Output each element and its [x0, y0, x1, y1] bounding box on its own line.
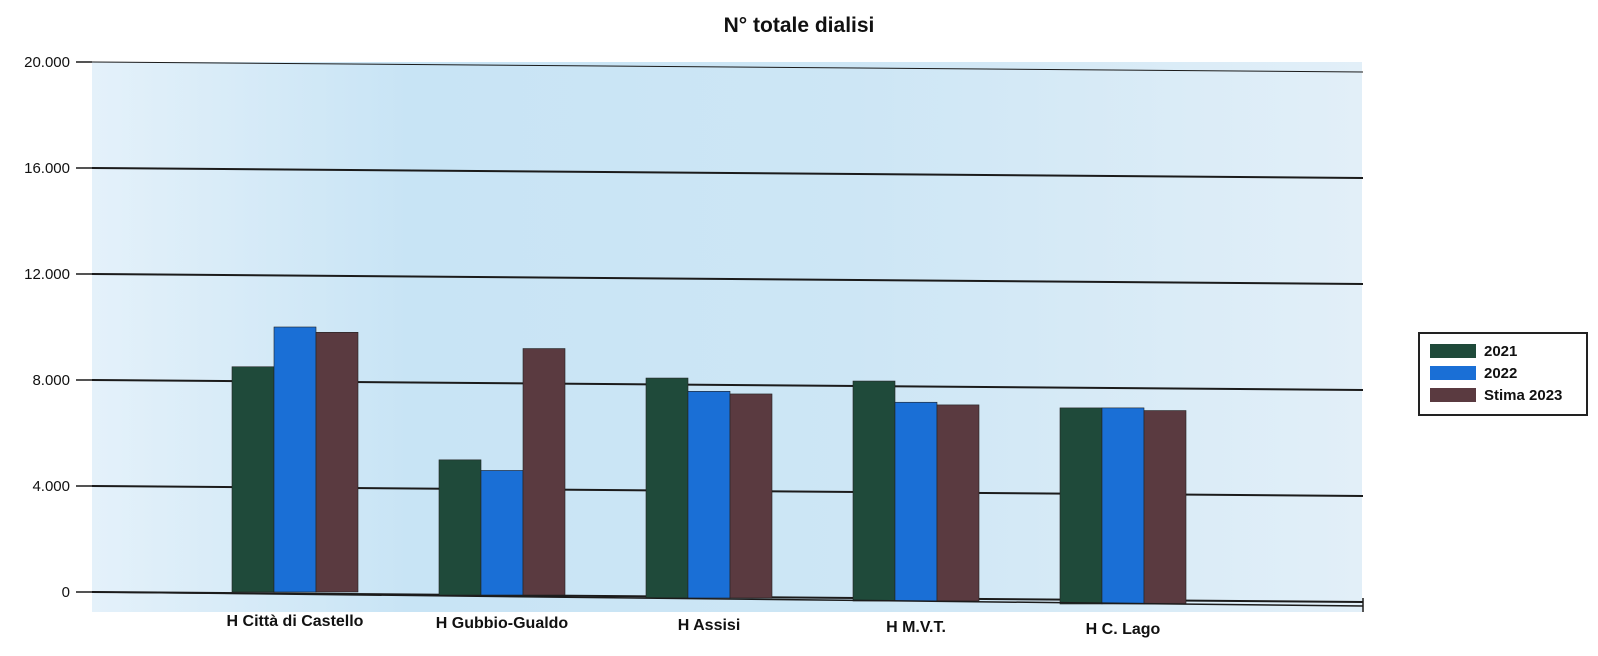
- bar: [315, 331, 359, 593]
- axes: 0 4.000 8.000 12.000 16.000 20.000 H Città di …: [24, 54, 1364, 638]
- y-tick-label: 0: [62, 584, 70, 601]
- category-label: H Città di Castello: [227, 613, 364, 630]
- bar: [522, 348, 566, 596]
- legend-item-stima-2023: Stima 2023: [1430, 384, 1578, 406]
- legend-label-stima-2023: Stima 2023: [1484, 386, 1563, 404]
- legend-label-2021: 2021: [1484, 342, 1518, 360]
- y-tick-label: 20.000: [24, 54, 70, 71]
- bar: [645, 377, 689, 599]
- bar: [1143, 410, 1187, 605]
- y-tick-label: 12.000: [24, 266, 70, 283]
- bar: [480, 470, 524, 596]
- bar: [1101, 407, 1145, 605]
- category-label: H C. Lago: [1086, 621, 1161, 638]
- bar: [852, 380, 896, 602]
- category-label: H Assisi: [678, 617, 741, 634]
- bar: [1059, 407, 1103, 605]
- y-tick-label: 8.000: [32, 372, 70, 389]
- legend: 2021 2022 Stima 2023: [1418, 332, 1588, 416]
- y-tick-label: 4.000: [32, 478, 70, 495]
- bar: [687, 390, 731, 599]
- bars: [231, 326, 1187, 605]
- bar: [729, 393, 773, 599]
- gridline: [91, 167, 1364, 179]
- chart-title: N° totale dialisi: [723, 14, 875, 37]
- bar: [231, 366, 275, 593]
- bar: [273, 326, 317, 593]
- legend-swatch-2022: [1430, 366, 1476, 380]
- legend-swatch-2021: [1430, 344, 1476, 358]
- gridline: [91, 61, 1364, 73]
- x-axis-line: [91, 591, 1364, 607]
- bar: [438, 459, 482, 596]
- category-label: H M.V.T.: [886, 619, 946, 636]
- legend-label-2022: 2022: [1484, 364, 1518, 382]
- bar: [936, 404, 980, 602]
- gridline: [91, 273, 1364, 285]
- legend-swatch-stima-2023: [1430, 388, 1476, 402]
- legend-item-2022: 2022: [1430, 362, 1578, 384]
- bar: [894, 401, 938, 602]
- legend-item-2021: 2021: [1430, 340, 1578, 362]
- y-tick-label: 16.000: [24, 160, 70, 177]
- category-label: H Gubbio-Gualdo: [436, 615, 569, 632]
